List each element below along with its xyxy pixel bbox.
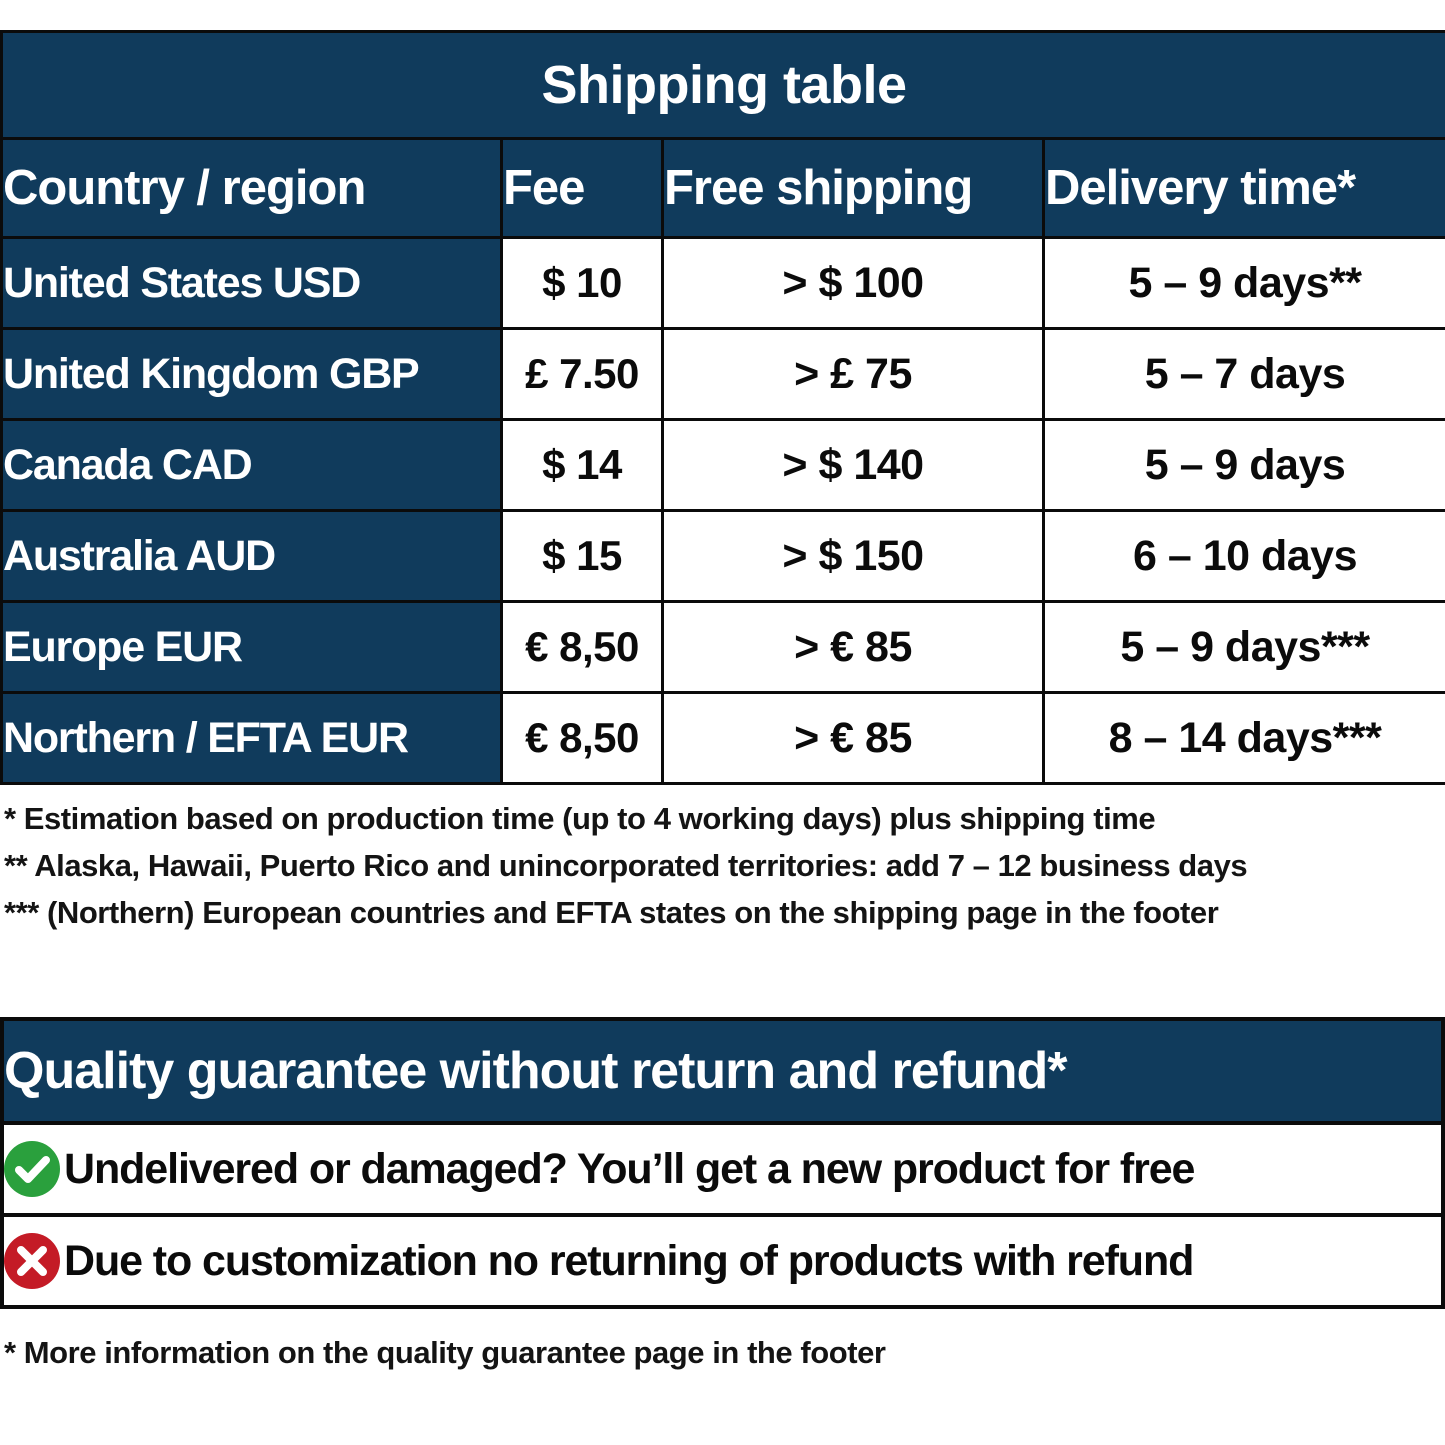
list-item: Undelivered or damaged? You’ll get a new… [0, 1121, 1445, 1217]
cross-circle-icon [6, 1233, 60, 1289]
column-header-delivery-time: Delivery time* [1042, 137, 1445, 239]
table-row: Northern / EFTA EUR € 8,50 > € 85 8 – 14… [0, 691, 1445, 785]
column-header-fee: Fee [500, 137, 664, 239]
cell-country: United States USD [0, 236, 503, 330]
cell-fee: $ 15 [500, 509, 664, 603]
quality-row-negative: Due to customization no returning of pro… [0, 1213, 1445, 1309]
cell-free-shipping: > $ 140 [661, 418, 1045, 512]
check-circle-icon [6, 1141, 60, 1197]
quality-guarantee-footnote: * More information on the quality guaran… [4, 1335, 886, 1370]
cell-delivery-time: 6 – 10 days [1042, 509, 1445, 603]
quality-row-positive: Undelivered or damaged? You’ll get a new… [0, 1121, 1445, 1217]
table-row: United Kingdom GBP £ 7.50 > £ 75 5 – 7 d… [0, 327, 1445, 421]
cell-free-shipping: > £ 75 [661, 327, 1045, 421]
cell-country: United Kingdom GBP [0, 327, 503, 421]
cell-country: Australia AUD [0, 509, 503, 603]
cell-country: Europe EUR [0, 600, 503, 694]
cell-free-shipping: > € 85 [661, 691, 1045, 785]
cell-delivery-time: 5 – 9 days** [1042, 236, 1445, 330]
shipping-table-title-row: Shipping table [0, 30, 1445, 140]
quality-row-negative-text: Due to customization no returning of pro… [64, 1236, 1194, 1285]
footnote-triple-asterisk: *** (Northern) European countries and EF… [4, 895, 1219, 930]
column-header-country: Country / region [0, 137, 503, 239]
cell-free-shipping: > € 85 [661, 600, 1045, 694]
table-row: Europe EUR € 8,50 > € 85 5 – 9 days*** [0, 600, 1445, 694]
cell-fee: € 8,50 [500, 600, 664, 694]
shipping-table-header-row: Country / region Fee Free shipping Deliv… [0, 137, 1445, 239]
cell-country: Northern / EFTA EUR [0, 691, 503, 785]
cell-delivery-time: 5 – 7 days [1042, 327, 1445, 421]
shipping-table-container: Shipping table Country / region Fee Free… [0, 30, 1445, 785]
quality-guarantee-title: Quality guarantee without return and ref… [0, 1017, 1445, 1125]
cell-delivery-time: 5 – 9 days*** [1042, 600, 1445, 694]
cell-fee: $ 10 [500, 236, 664, 330]
cell-free-shipping: > $ 150 [661, 509, 1045, 603]
quality-row-positive-text: Undelivered or damaged? You’ll get a new… [64, 1144, 1195, 1193]
cell-country: Canada CAD [0, 418, 503, 512]
cell-fee: $ 14 [500, 418, 664, 512]
quality-guarantee-container: Quality guarantee without return and ref… [0, 1017, 1445, 1309]
table-row: Australia AUD $ 15 > $ 150 6 – 10 days [0, 509, 1445, 603]
column-header-free-shipping: Free shipping [661, 137, 1045, 239]
shipping-table-title: Shipping table [0, 30, 1445, 140]
cell-fee: € 8,50 [500, 691, 664, 785]
quality-title-row: Quality guarantee without return and ref… [0, 1017, 1445, 1125]
footnote-single-asterisk: * Estimation based on production time (u… [4, 801, 1156, 836]
table-row: United States USD $ 10 > $ 100 5 – 9 day… [0, 236, 1445, 330]
footnote-double-asterisk: ** Alaska, Hawaii, Puerto Rico and uninc… [4, 848, 1248, 883]
shipping-table: Shipping table Country / region Fee Free… [0, 30, 1445, 785]
table-row: Canada CAD $ 14 > $ 140 5 – 9 days [0, 418, 1445, 512]
list-item: Due to customization no returning of pro… [0, 1213, 1445, 1309]
cell-delivery-time: 8 – 14 days*** [1042, 691, 1445, 785]
cell-delivery-time: 5 – 9 days [1042, 418, 1445, 512]
quality-guarantee-table: Quality guarantee without return and ref… [0, 1017, 1445, 1309]
cell-fee: £ 7.50 [500, 327, 664, 421]
shipping-footnotes: * Estimation based on production time (u… [4, 795, 1441, 936]
cell-free-shipping: > $ 100 [661, 236, 1045, 330]
